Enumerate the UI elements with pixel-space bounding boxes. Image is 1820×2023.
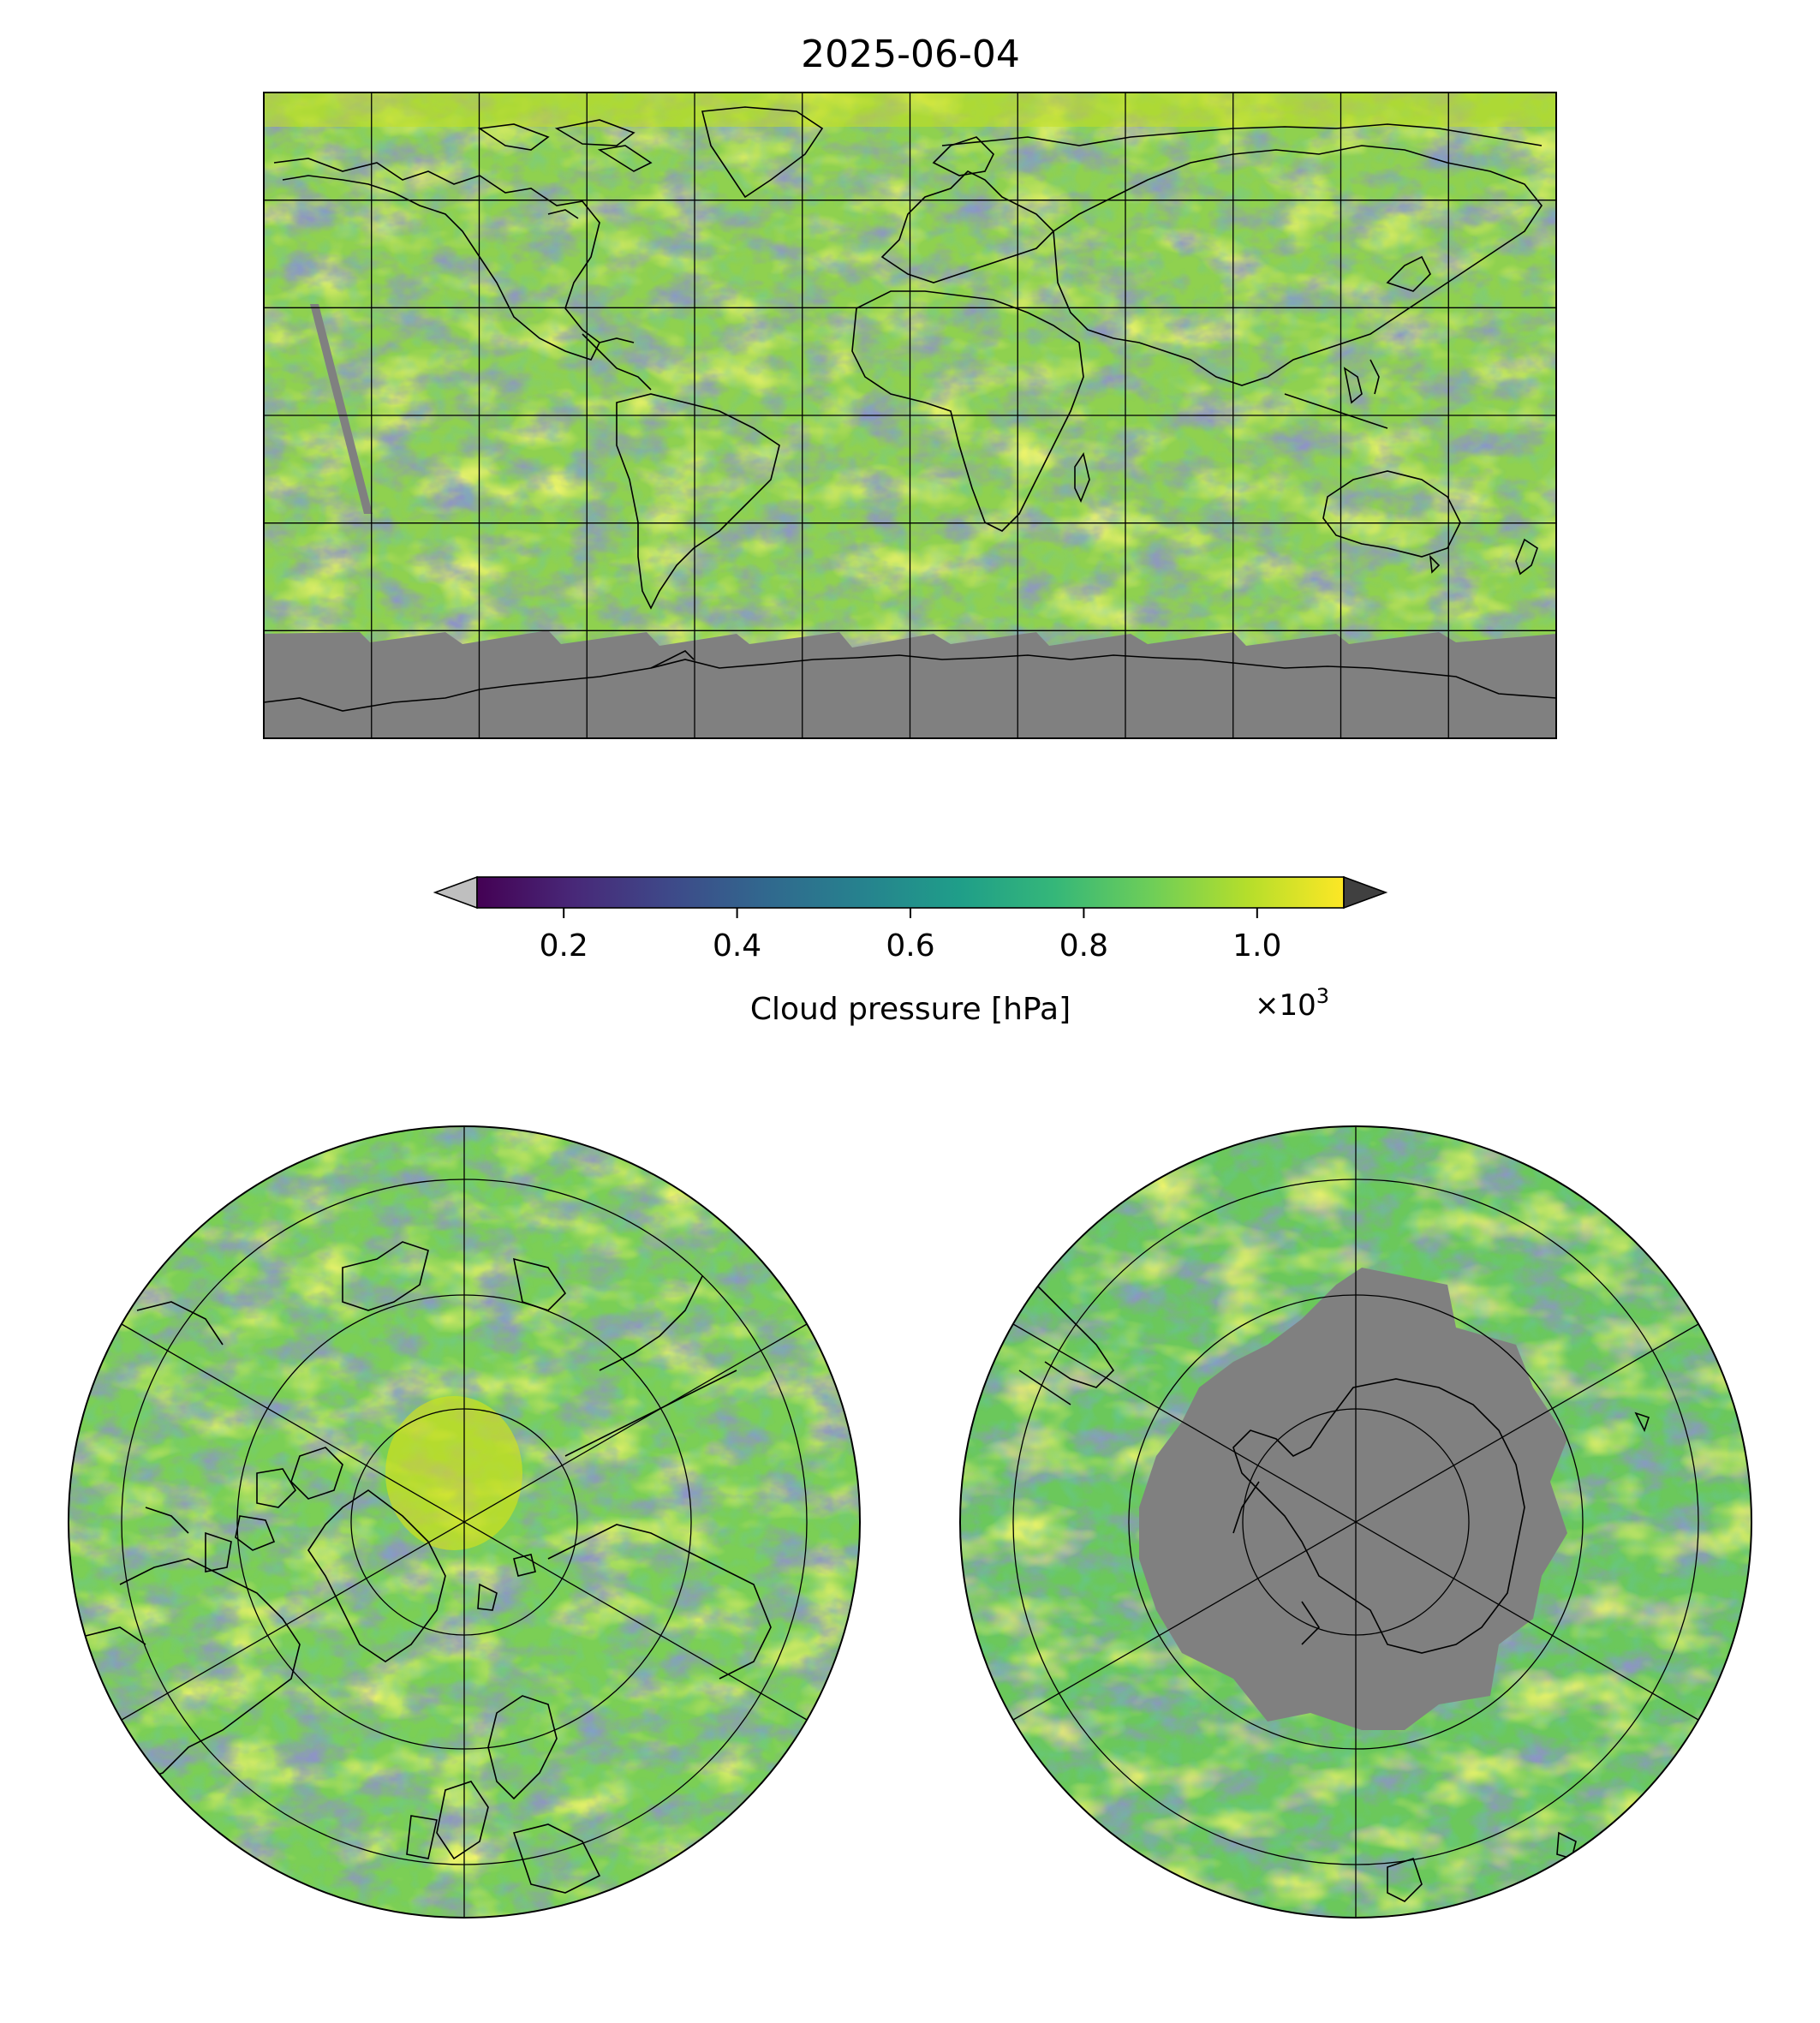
colorbar-tick-label: 1.0: [1232, 928, 1281, 964]
global-map-frame: [263, 92, 1557, 739]
south-polar-panel: [959, 1125, 1752, 1919]
antarctic-no-data: [1139, 1268, 1567, 1730]
colorbar-label: Cloud pressure [hPa]: [750, 992, 1071, 1027]
north-polar-panel: [68, 1125, 861, 1919]
colorbar-multiplier: ×103: [1255, 984, 1329, 1023]
colorbar-tick-label: 0.4: [713, 928, 761, 964]
figure-title: 2025-06-04: [801, 33, 1020, 76]
colorbar-tick-label: 0.6: [886, 928, 934, 964]
north-polar-frame: [68, 1125, 861, 1919]
global-map-panel: [263, 92, 1557, 739]
colorbar-under-extension: [433, 875, 478, 910]
missing-swath: [310, 304, 373, 514]
south-polar-graticule: [1012, 1126, 1699, 1918]
colorbar-tick-label: 0.2: [540, 928, 588, 964]
colorbar-tick-label: 0.8: [1059, 928, 1108, 964]
colorbar-ticks: 0.2 0.4 0.6 0.8 1.0: [540, 908, 1281, 964]
global-gridlines: [264, 92, 1556, 738]
colorbar-over-extension: [1343, 875, 1388, 910]
colorbar: 0.2 0.4 0.6 0.8 1.0 Cloud pressure [hPa] ×10…: [433, 875, 1388, 1027]
north-polar-coastlines: [85, 1241, 772, 1894]
south-polar-frame: [959, 1125, 1752, 1919]
north-polar-graticule: [121, 1126, 808, 1918]
colorbar-gradient: [477, 877, 1344, 908]
